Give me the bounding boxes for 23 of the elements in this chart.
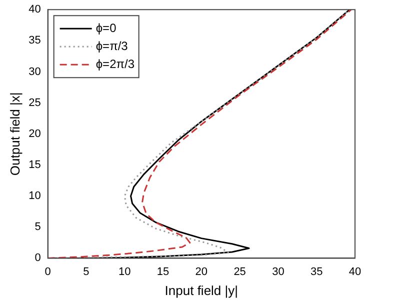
legend-label: ϕ=0 xyxy=(96,20,117,35)
y-tick-label: 5 xyxy=(34,221,41,234)
x-tick-label: 25 xyxy=(234,266,246,278)
y-tick-label: 0 xyxy=(34,252,41,264)
y-tick-label: 25 xyxy=(28,96,41,109)
x-tick-label: 5 xyxy=(83,266,90,278)
y-tick-label: 10 xyxy=(28,190,41,202)
y-tick-label: 30 xyxy=(28,66,41,78)
x-tick-label: 30 xyxy=(272,266,284,278)
y-tick-label: 40 xyxy=(28,4,41,16)
y-tick-label: 20 xyxy=(28,128,41,140)
x-tick-label: 0 xyxy=(44,266,51,278)
x-tick-label: 20 xyxy=(195,266,208,278)
y-tick-label: 15 xyxy=(28,159,41,172)
legend-label: ϕ=π/3 xyxy=(96,38,128,53)
x-tick-label: 15 xyxy=(156,266,170,278)
x-tick-label: 40 xyxy=(348,266,362,278)
x-tick-label: 35 xyxy=(310,266,323,278)
y-tick-label: 35 xyxy=(28,34,41,47)
x-tick-label: 10 xyxy=(118,266,131,278)
x-axis-title: Input field |y| xyxy=(164,282,238,298)
legend-label: ϕ=2π/3 xyxy=(96,56,135,71)
y-axis-title: Output field |x| xyxy=(7,92,22,176)
